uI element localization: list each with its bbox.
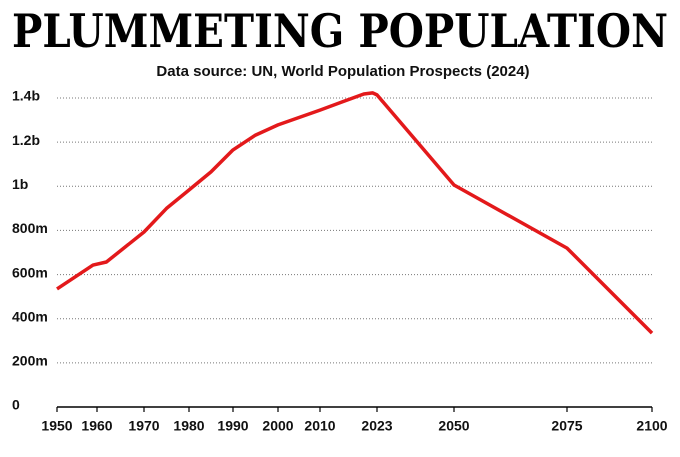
y-tick-label: 1.4b [12, 88, 40, 104]
x-tick-label: 1960 [81, 418, 112, 434]
chart-subtitle: Data source: UN, World Population Prospe… [156, 63, 529, 80]
y-tick-label: 1b [12, 176, 28, 192]
y-tick-label: 600m [12, 264, 48, 280]
y-tick-label: 200m [12, 353, 48, 369]
x-tick-label: 2050 [438, 418, 469, 434]
x-tick-label: 1980 [173, 418, 204, 434]
x-tick-label: 2075 [551, 418, 582, 434]
x-tick-label: 2010 [304, 418, 335, 434]
x-tick-label: 1950 [41, 418, 72, 434]
y-tick-label: 800m [12, 220, 48, 236]
x-tick-label: 2000 [262, 418, 293, 434]
x-tick-label: 2023 [361, 418, 392, 434]
x-tick-label: 1970 [128, 418, 159, 434]
y-tick-label: 400m [12, 308, 48, 324]
y-tick-label: 1.2b [12, 132, 40, 148]
y-tick-label: 0 [12, 397, 20, 413]
line-series [56, 91, 654, 335]
chart-title: PLUMMETING POPULATION [12, 4, 668, 58]
x-tick-label: 1990 [217, 418, 248, 434]
x-tick-label: 2100 [636, 418, 667, 434]
